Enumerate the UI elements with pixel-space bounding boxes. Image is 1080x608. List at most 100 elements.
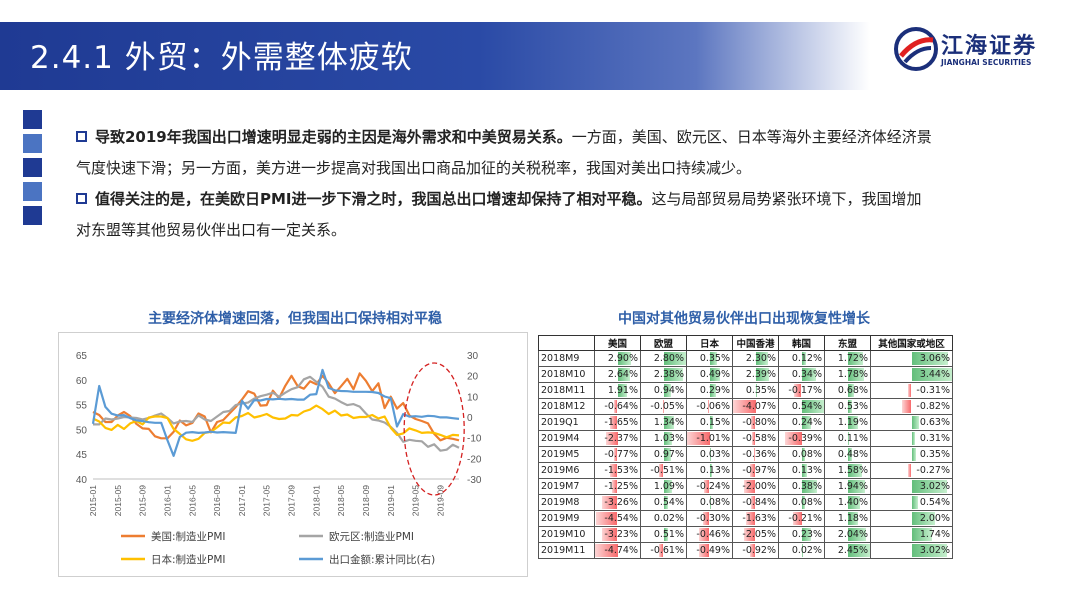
cell-value: 0.68% <box>837 385 868 396</box>
positive-databar <box>847 480 866 493</box>
table-cell: 0.49% <box>686 366 733 383</box>
table-cell: 0.38% <box>778 478 825 495</box>
x-tick-label: 2017-01 <box>237 485 247 516</box>
positive-databar <box>911 448 916 461</box>
side-decoration <box>23 110 42 230</box>
table-header-row: 美国 欧盟 日本 中国香港 韩国 东盟 其他国家或地区 <box>538 335 953 351</box>
table-row: 2019M4 -2.37% 1.03% -1.01% -0.58% -0.39% 0.11%… <box>538 430 953 447</box>
bullet-bold-text: 值得关注的是，在美欧日PMI进一步下滑之时，我国总出口增速却保持了相对平稳。 <box>95 190 652 208</box>
table-cell: 3.44% <box>870 366 953 383</box>
positive-databar <box>801 448 805 461</box>
table-cell: 2.64% <box>594 366 641 383</box>
table-cell: 0.63% <box>870 414 953 431</box>
positive-databar <box>847 512 859 525</box>
y-right-tick-label: -10 <box>467 434 482 445</box>
x-tick-label: 2018-05 <box>336 485 346 516</box>
table-row: 2019M10 -3.23% 0.51% -0.46% -2.05% 0.23% 2.04%… <box>538 526 953 543</box>
cell-value: -0.80% <box>742 417 776 428</box>
decor-square <box>23 182 42 201</box>
row-label-cell: 2019M11 <box>538 542 595 559</box>
cell-value: -1.25% <box>604 481 638 492</box>
cell-value: 1.78% <box>837 369 868 380</box>
cell-value: 1.58% <box>837 465 868 476</box>
cell-value: 0.54% <box>653 497 684 508</box>
positive-databar <box>847 544 870 557</box>
positive-databar <box>801 480 818 493</box>
y-left-tick-label: 45 <box>76 450 88 461</box>
decor-square <box>23 134 42 153</box>
positive-databar <box>709 352 718 365</box>
table-header-cell <box>538 335 595 351</box>
cell-value: 0.38% <box>791 481 822 492</box>
cell-value: 1.40% <box>837 497 868 508</box>
y-right-tick-label: -30 <box>467 475 482 486</box>
chart1-title: 主要经济体增速回落，但我国出口保持相对平稳 <box>148 311 442 327</box>
cell-value: -0.77% <box>604 449 638 460</box>
table-cell: 0.08% <box>778 446 825 463</box>
cell-value: 0.13% <box>699 465 730 476</box>
table-cell: 0.13% <box>686 462 733 479</box>
x-tick-label: 2017-09 <box>287 485 297 516</box>
positive-databar <box>709 496 712 509</box>
table-cell: 2.38% <box>640 366 687 383</box>
positive-databar <box>911 368 952 381</box>
positive-databar <box>617 384 627 397</box>
highlight-ellipse <box>403 362 465 496</box>
negative-databar <box>699 528 710 541</box>
table-cell: -0.82% <box>870 398 953 415</box>
table-cell: -0.77% <box>594 446 641 463</box>
negative-databar <box>610 464 618 477</box>
positive-databar <box>663 528 668 541</box>
cell-value: 1.74% <box>919 529 950 540</box>
positive-databar <box>709 448 711 461</box>
logo-name-en: JIANGHAI SECURITIES <box>941 58 1032 67</box>
table-cell: 1.09% <box>640 478 687 495</box>
table-cell: 0.31% <box>870 430 953 447</box>
negative-databar <box>708 400 710 413</box>
cell-value: 0.97% <box>653 449 684 460</box>
x-tick-label: 2019-05 <box>411 485 421 516</box>
table-cell: 2.00% <box>870 510 953 527</box>
positive-databar <box>801 368 816 381</box>
cell-value: -1.65% <box>604 417 638 428</box>
cell-value: 1.19% <box>837 417 868 428</box>
table-header-cell: 韩国 <box>778 335 825 351</box>
cell-value: 2.30% <box>745 353 776 364</box>
positive-databar <box>847 352 864 365</box>
series-line-2 <box>92 404 460 442</box>
decor-square <box>23 206 42 225</box>
table-cell: 1.03% <box>640 430 687 447</box>
y-right-tick-label: 10 <box>467 392 479 403</box>
table-cell: 0.53% <box>824 398 871 415</box>
x-tick-label: 2015-09 <box>138 485 148 516</box>
cell-value: -3.23% <box>604 529 638 540</box>
table-cell: -1.65% <box>594 414 641 431</box>
table-header-cell: 日本 <box>686 335 733 351</box>
positive-databar <box>801 464 807 477</box>
cell-value: 1.03% <box>653 433 684 444</box>
cell-value: 2.90% <box>607 353 638 364</box>
negative-databar <box>609 416 618 429</box>
x-tick-label: 2018-01 <box>311 485 321 516</box>
table-cell: -0.51% <box>640 462 687 479</box>
table-row: 2019M11 -4.74% -0.61% -0.49% -0.92% 0.02% 2.45… <box>538 542 953 559</box>
table-cell: 1.78% <box>824 366 871 383</box>
table-cell: -3.23% <box>594 526 641 543</box>
row-label-cell: 2019M9 <box>538 510 595 527</box>
cell-value: 3.44% <box>919 369 950 380</box>
decor-square <box>23 110 42 129</box>
positive-databar <box>801 528 812 541</box>
cell-value: -0.39% <box>788 433 822 444</box>
table-header-cell: 东盟 <box>824 335 871 351</box>
negative-databar <box>613 448 618 461</box>
positive-databar <box>847 368 864 381</box>
y-right-tick-label: 0 <box>467 413 473 424</box>
negative-databar <box>785 432 802 445</box>
row-label-cell: 2019Q1 <box>538 414 595 431</box>
positive-databar <box>801 400 824 413</box>
bullet-item: 值得关注的是，在美欧日PMI进一步下滑之时，我国总出口增速却保持了相对平稳。这与… <box>76 184 936 246</box>
negative-databar <box>750 544 756 557</box>
table-cell: -0.92% <box>732 542 779 559</box>
table-cell: 1.18% <box>824 510 871 527</box>
negative-databar <box>901 400 912 413</box>
